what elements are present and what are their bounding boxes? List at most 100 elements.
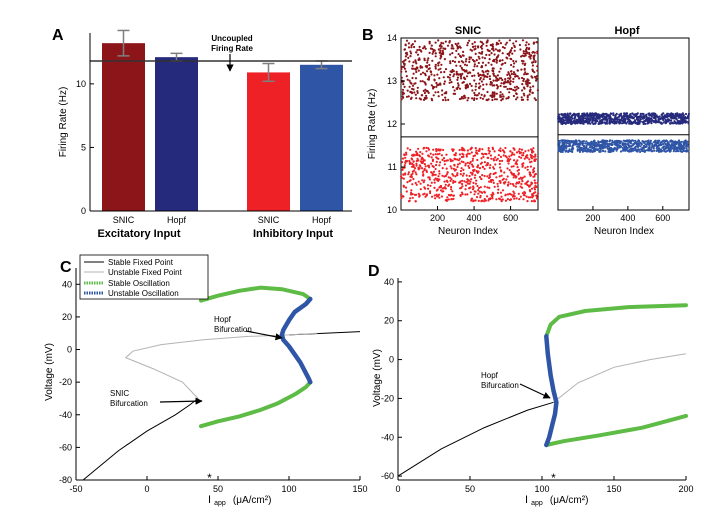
panel-b-point: [510, 63, 513, 67]
panel-b-point: [592, 115, 596, 118]
panel-d-plot: 0 50 100 150 200 -60 -40 -20 0 20 40 *: [381, 277, 694, 494]
panel-b-point: [422, 89, 425, 92]
panel-b-point: [620, 140, 623, 143]
panel-b-point: [506, 57, 509, 60]
panel-b-point: [478, 82, 481, 85]
panel-b-point: [443, 186, 446, 189]
panel-b-point: [608, 114, 611, 117]
panel-b-point: [517, 172, 521, 175]
panel-b-point: [425, 193, 429, 196]
panel-b-point: [424, 74, 427, 77]
panel-b-point: [463, 180, 466, 183]
panel-b-point: [490, 157, 493, 160]
panel-b-point: [595, 145, 598, 148]
panel-b-point: [466, 178, 469, 181]
panel-b-point: [535, 41, 538, 44]
panel-b-point: [515, 85, 519, 88]
panel-b-point: [483, 95, 486, 98]
panel-b-point: [620, 112, 623, 115]
panel-b-point: [529, 174, 532, 177]
panel-b-point: [407, 46, 411, 49]
panel-b-point: [639, 118, 643, 121]
panel-b-point: [520, 148, 524, 151]
panel-b-point: [648, 119, 651, 122]
panel-b-point: [529, 165, 533, 168]
panel-b-point: [601, 121, 604, 125]
panel-b-point: [417, 159, 420, 162]
panel-b-point: [462, 172, 465, 175]
panel-b-point: [633, 113, 637, 116]
x-tick-label: 200: [678, 484, 693, 494]
panel-b-point: [606, 142, 609, 145]
panel-b-point: [566, 112, 569, 115]
panel-b-point: [414, 200, 417, 203]
panel-b-point: [502, 150, 505, 153]
panel-b-point: [473, 41, 476, 44]
panel-b-point: [435, 163, 438, 167]
panel-b-point: [461, 152, 464, 155]
panel-b-point: [439, 51, 442, 55]
panel-b-point: [527, 196, 530, 199]
panel-b-point: [467, 96, 470, 100]
panel-b-point: [402, 96, 405, 99]
y-tick-label: 0: [67, 345, 72, 355]
panel-b-point: [501, 178, 504, 181]
panel-b-point: [441, 167, 444, 170]
panel-b-point: [522, 79, 525, 82]
panel-b-x-tick-label: 200: [430, 213, 445, 223]
panel-b-point: [521, 76, 524, 80]
panel-b-point: [513, 197, 516, 200]
panel-b-point: [452, 181, 455, 184]
panel-b-point: [613, 146, 616, 149]
panel-b-hopf-x-label: Neuron Index: [594, 226, 654, 237]
panel-b-point: [530, 75, 533, 78]
legend-label-unstable-fp: Unstable Fixed Point: [108, 268, 183, 277]
panel-b-point: [492, 70, 495, 73]
panel-b-point: [571, 148, 574, 151]
panel-b-point: [434, 91, 437, 94]
panel-b-point: [492, 167, 496, 170]
panel-b-point: [515, 40, 518, 43]
panel-b-point: [581, 143, 584, 146]
group-label-excitatory: Excitatory Input: [97, 228, 180, 240]
panel-b-point: [526, 94, 529, 97]
panel-b-point: [504, 146, 507, 150]
panel-b-point: [683, 143, 686, 146]
panel-b-point: [462, 50, 465, 54]
panel-b-point: [484, 70, 487, 73]
panel-b-point: [440, 63, 443, 66]
panel-b-point: [468, 174, 471, 178]
panel-b-point: [524, 44, 527, 47]
panel-b-point: [477, 45, 480, 48]
panel-b-point: [641, 120, 645, 124]
panel-b-point: [515, 163, 519, 166]
panel-b-point: [672, 116, 675, 119]
panel-b-point: [463, 63, 467, 66]
panel-b-point: [404, 159, 408, 162]
panel-b-point: [640, 143, 643, 146]
panel-b-point: [563, 113, 566, 116]
panel-b-point: [426, 59, 429, 62]
panel-b-point: [407, 95, 410, 98]
panel-d-y-label: Voltage (mV): [372, 349, 383, 407]
panel-b-point: [666, 116, 669, 119]
legend-label-stable-osc: Stable Oscillation: [108, 279, 170, 288]
panel-b-point: [481, 97, 485, 100]
panel-b-point: [569, 144, 572, 147]
panel-b-point: [401, 195, 404, 198]
panel-b-point: [534, 181, 537, 184]
panel-b-point: [459, 169, 463, 173]
panel-d-hopf-annotation-line1: Hopf: [481, 371, 499, 380]
panel-b-point: [401, 161, 404, 164]
panel-b-point: [423, 186, 426, 189]
panel-b-point: [413, 154, 416, 157]
panel-b-point: [501, 159, 504, 162]
panel-b-point: [436, 83, 439, 86]
panel-b-point: [520, 96, 523, 99]
panel-b-point: [433, 186, 436, 189]
stable-fixed-point-curve: [82, 398, 199, 481]
panel-b-point: [622, 119, 626, 122]
panel-b-point: [536, 192, 540, 195]
panel-b-point: [523, 175, 526, 178]
panel-b-point: [425, 97, 428, 100]
